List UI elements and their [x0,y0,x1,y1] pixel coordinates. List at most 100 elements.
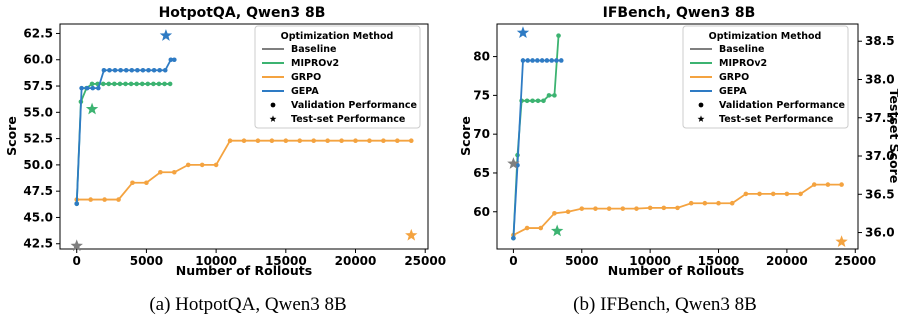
series-line-miprov2 [75,83,171,204]
validation-point-grpo [606,206,612,211]
validation-point-grpo [716,200,721,206]
legend-label: GEPA [719,86,747,97]
plot-area [70,29,418,252]
validation-point-gepa [172,57,177,63]
validation-point-miprov2 [556,33,561,38]
x-tick-label: 0 [509,254,517,268]
validation-point-grpo [241,138,247,144]
validation-point-gepa [535,58,540,63]
legend-label: Validation Performance [291,100,417,111]
legend-entry-validation-performance: Validation Performance [270,100,417,111]
chart-ifbench: IFBench, Qwen3 8B 0 5000 10000 15000 20000 25… [458,5,898,278]
validation-point-grpo [579,206,585,211]
plot-frame [59,23,429,250]
test-point-gepa [516,26,530,39]
validation-point-miprov2 [535,98,541,104]
y2-tick-label: 36.5 [865,187,895,201]
validation-point-grpo [688,200,694,206]
validation-point-miprov2 [117,81,123,87]
validation-point-grpo [116,197,121,202]
legend-entry-test-set-performance: Test-set Performance [697,114,833,125]
validation-point-miprov2 [546,93,552,98]
validation-point-gepa [539,58,545,63]
validation-point-gepa [549,58,554,63]
validation-point-grpo [367,138,372,144]
legend: Optimization Method Baseline MIPROv2 GRPO G… [682,25,849,129]
validation-point-miprov2 [89,81,95,87]
validation-point-grpo [297,138,303,144]
validation-point-grpo [798,191,803,197]
legend-entry-gepa: GEPA [690,86,747,97]
validation-point-gepa [84,85,90,91]
validation-point-grpo [339,138,344,144]
validation-point-gepa [558,58,564,63]
validation-point-miprov2 [167,81,173,87]
validation-point-gepa [525,58,531,63]
legend-entry-miprov2: MIPROv2 [690,58,767,69]
validation-point-grpo [158,169,163,175]
validation-point-grpo [353,138,358,144]
x-tick-label: 10000 [629,254,671,268]
caption-b: (b) IFBench, Qwen3 8B [573,294,757,315]
validation-point-gepa [140,67,146,73]
test-point-miprov2 [550,224,564,237]
validation-point-grpo [620,206,626,211]
validation-point-gepa [96,85,101,91]
legend: Optimization Method Baseline MIPROv2 GRPO G… [254,25,421,129]
y-tick-label: 60 [473,205,490,219]
test-point-baseline [507,157,520,169]
validation-point-gepa [135,67,140,73]
validation-point-gepa [90,85,96,91]
x-tick-label: 5000 [565,254,598,268]
validation-point-gepa [554,58,559,63]
legend-label: Validation Performance [719,100,845,111]
x-tick-label: 20000 [335,254,377,268]
legend-dot-icon [698,102,704,108]
validation-point-grpo [593,206,598,211]
validation-point-miprov2 [541,98,546,104]
y-tick-label: 65 [473,166,490,180]
legend-entry-validation-performance: Validation Performance [698,100,845,111]
caption-a: (a) HotpotQA, Qwen3 8B [149,294,346,315]
y-tick-label: 60.0 [23,53,53,67]
validation-point-gepa [118,67,123,73]
validation-point-miprov2 [100,81,106,87]
validation-point-grpo [729,200,735,206]
validation-point-gepa [157,67,162,73]
validation-point-miprov2 [552,93,557,98]
validation-point-miprov2 [524,98,530,104]
validation-point-grpo [565,209,571,215]
validation-point-grpo [743,191,749,197]
y-tick-label: 52.5 [23,132,53,146]
x-tick-label: 5000 [130,254,163,268]
legend-star-icon [269,115,277,122]
y-tick-label: 57.5 [23,79,53,93]
y2-tick-label: 38.0 [865,72,895,86]
test-point-miprov2 [85,102,99,115]
validation-point-grpo [172,169,177,175]
chart-title: HotpotQA, Qwen3 8B [159,5,326,21]
legend-label: Test-set Performance [719,114,833,125]
x-tick-label: 10000 [195,254,237,268]
y-tick-label: 55.0 [23,105,53,119]
validation-point-gepa [129,67,135,73]
chart-title: IFBench, Qwen3 8B [603,5,756,21]
y-axis-label: Score [458,116,473,156]
test-point-grpo [835,235,848,247]
validation-point-grpo [199,162,205,168]
validation-point-grpo [227,138,233,144]
x-tick-label: 25000 [834,254,876,268]
validation-point-gepa [544,58,550,63]
validation-point-gepa [79,85,84,91]
validation-point-miprov2 [530,98,535,104]
validation-point-miprov2 [112,81,117,87]
y-axis-label: Score [4,116,19,156]
legend-label: Baseline [291,44,336,55]
x-axis-label: Number of Rollouts [608,263,744,278]
validation-point-grpo [538,225,544,231]
legend-box [254,25,421,129]
validation-point-miprov2 [128,81,134,87]
axis-ticks: 0 5000 10000 15000 20000 25000 60 65 70 75 80 36.0 3… [473,34,894,268]
validation-point-grpo [634,206,639,211]
y-tick-label: 50.0 [23,158,53,172]
